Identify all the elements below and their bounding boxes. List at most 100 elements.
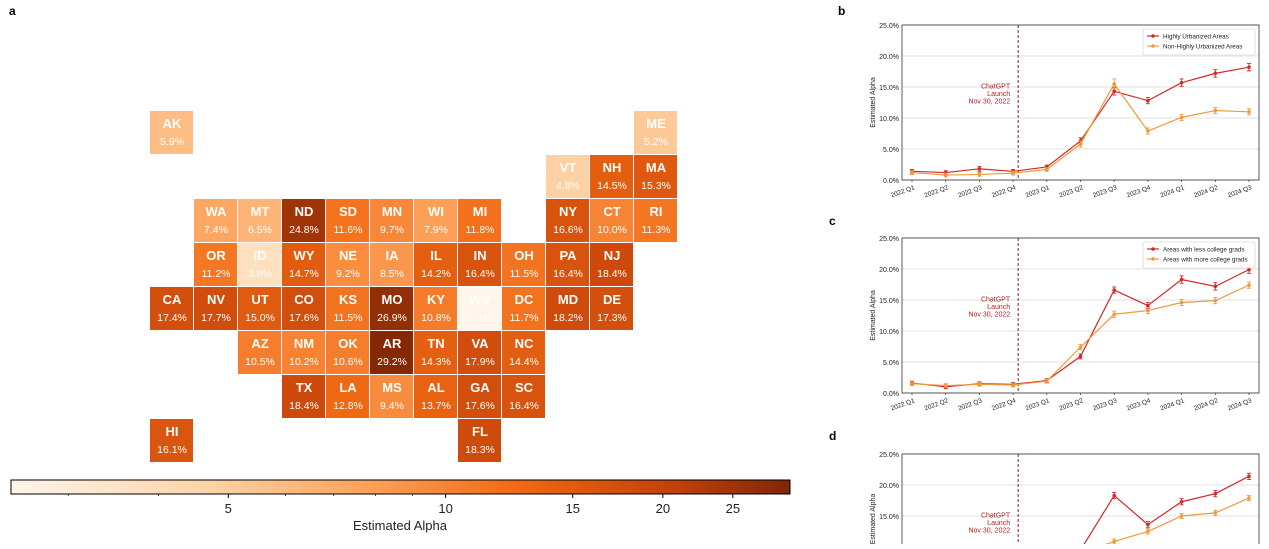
y-tick-label: 0.0% xyxy=(883,178,899,185)
x-tick-label: 2022 Q1 xyxy=(890,397,916,412)
tile-state-label: MS xyxy=(382,380,402,395)
x-tick-label: 2023 Q4 xyxy=(1126,397,1152,412)
tile-state-label: OK xyxy=(338,336,358,351)
data-point xyxy=(910,381,914,386)
tile-value-label: 8.5% xyxy=(380,268,404,280)
x-tick-label: 2022 Q2 xyxy=(924,397,950,412)
y-tick-label: 25.0% xyxy=(879,23,899,30)
data-point xyxy=(1247,283,1251,287)
legend-entry: Areas with less college grads xyxy=(1147,246,1245,253)
tile-co: CO 17.6% xyxy=(282,287,325,330)
tile-ne: NE 9.2% xyxy=(326,243,369,286)
tile-nj: NJ 18.4% xyxy=(590,243,633,286)
data-point xyxy=(1112,539,1116,544)
tile-state-label: MN xyxy=(382,204,402,219)
tile-value-label: 17.6% xyxy=(465,400,495,412)
tile-fill xyxy=(326,243,369,286)
chart-d: 15.0% 20.0% 25.0% Estimated Alpha ChatGPTLau… xyxy=(870,452,1260,549)
tile-fill xyxy=(326,375,369,418)
tile-tn: TN 14.3% xyxy=(414,331,457,374)
legend-entry: Areas with more college grads xyxy=(1147,256,1248,263)
legend-label: Highly Urbanized Areas xyxy=(1163,33,1229,40)
tile-fill xyxy=(502,331,545,374)
tile-nm: NM 10.2% xyxy=(282,331,325,374)
tile-fill xyxy=(370,287,413,330)
tile-state-label: AZ xyxy=(251,336,268,351)
tile-state-label: CT xyxy=(603,204,620,219)
tile-fill xyxy=(282,287,325,330)
tile-state-label: NM xyxy=(294,336,314,351)
x-ticks: 2022 Q1 2022 Q2 2022 Q3 2022 Q4 2023 Q1 2023 … xyxy=(890,180,1253,199)
series-line xyxy=(1105,497,1250,544)
tile-il: IL 14.2% xyxy=(414,243,457,286)
tile-value-label: 10.2% xyxy=(289,356,319,368)
tile-value-label: 5.9% xyxy=(160,136,184,148)
data-point xyxy=(1146,522,1150,527)
x-tick-label: 2022 Q2 xyxy=(924,184,950,199)
tile-state-label: MT xyxy=(251,204,270,219)
tile-ri: RI 11.3% xyxy=(634,199,677,242)
data-point xyxy=(1112,312,1116,317)
tile-wy: WY 14.7% xyxy=(282,243,325,286)
tile-ct: CT 10.0% xyxy=(590,199,633,242)
x-tick-label: 2024 Q3 xyxy=(1227,184,1253,199)
tile-fl: FL 18.3% xyxy=(458,419,501,462)
tile-value-label: 17.4% xyxy=(157,312,187,324)
data-point xyxy=(1146,129,1150,133)
data-point xyxy=(1112,493,1116,498)
tile-state-label: HI xyxy=(166,424,179,439)
y-tick-label: 0.0% xyxy=(883,391,899,398)
tile-state-label: NJ xyxy=(604,248,621,263)
annotation-line: Nov 30, 2022 xyxy=(968,312,1010,319)
tile-state-label: ID xyxy=(254,248,267,263)
y-tick-label: 20.0% xyxy=(879,483,899,490)
tile-fill xyxy=(282,331,325,374)
tile-fill xyxy=(194,287,237,330)
tile-fill xyxy=(458,331,501,374)
tile-state-label: KY xyxy=(427,292,445,307)
tile-az: AZ 10.5% xyxy=(238,331,281,374)
legend-label: Non-Highly Urbanized Areas xyxy=(1163,43,1242,50)
tile-value-label: 18.4% xyxy=(289,400,319,412)
tile-state-label: VT xyxy=(560,160,577,175)
tile-sc: SC 16.4% xyxy=(502,375,545,418)
tile-tx: TX 18.4% xyxy=(282,375,325,418)
tile-state-label: IA xyxy=(386,248,400,263)
series-line xyxy=(911,269,1250,388)
tile-value-label: 11.5% xyxy=(510,268,539,280)
tile-state-label: SC xyxy=(515,380,534,395)
tile-state-label: FL xyxy=(472,424,488,439)
annotation-line: ChatGPT xyxy=(981,297,1011,304)
tile-fill xyxy=(238,331,281,374)
data-point xyxy=(977,172,982,177)
tile-state-label: WA xyxy=(206,204,228,219)
tile-value-label: 14.2% xyxy=(421,268,451,280)
tile-fill xyxy=(150,419,193,462)
data-point xyxy=(1179,300,1184,305)
series-red xyxy=(1083,472,1251,544)
tile-state-label: DE xyxy=(603,292,621,307)
tile-state-label: IL xyxy=(430,248,442,263)
tile-value-label: 14.3% xyxy=(421,356,451,368)
tile-value-label: 9.2% xyxy=(336,268,360,280)
tile-state-label: AL xyxy=(427,380,444,395)
data-point xyxy=(1045,379,1049,384)
tile-value-label: 15.3% xyxy=(641,180,671,192)
tile-state-label: VA xyxy=(471,336,489,351)
tile-nh: NH 14.5% xyxy=(590,155,633,198)
data-point xyxy=(1011,171,1015,175)
tile-state-label: WV xyxy=(470,292,491,307)
y-tick-label: 25.0% xyxy=(879,236,899,243)
legend-label: Areas with more college grads xyxy=(1163,256,1248,263)
tile-ca: CA 17.4% xyxy=(150,287,193,330)
legend: Highly Urbanized Areas Non-Highly Urbaniz… xyxy=(1142,28,1256,56)
data-point xyxy=(1247,474,1251,479)
tile-fill xyxy=(370,331,413,374)
tile-state-label: MA xyxy=(646,160,667,175)
tile-fill xyxy=(150,111,193,154)
tile-fill xyxy=(634,111,677,154)
tile-ny: NY 16.6% xyxy=(546,199,589,242)
tile-fill xyxy=(326,199,369,242)
tile-fill xyxy=(546,199,589,242)
